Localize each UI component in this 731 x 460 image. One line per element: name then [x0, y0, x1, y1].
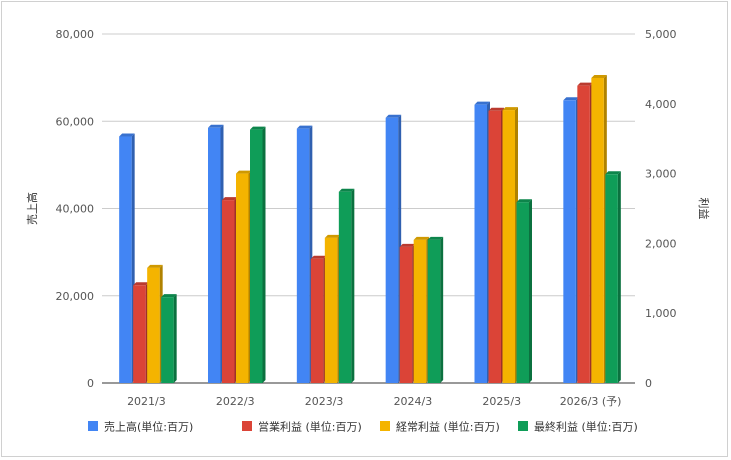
bar — [133, 282, 149, 383]
bar — [222, 197, 238, 383]
right-axis-title: 利益 — [697, 198, 711, 220]
legend-item: 営業利益 (単位:百万) — [242, 420, 362, 434]
x-tick-label: 2022/3 — [216, 395, 255, 408]
left-tick-label: 20,000 — [56, 290, 95, 303]
left-tick-label: 40,000 — [56, 203, 95, 216]
gridlines — [102, 33, 635, 384]
bar — [147, 264, 163, 383]
legend-label: 売上高(単位:百万) — [104, 420, 193, 434]
right-tick-label: 2,000 — [645, 237, 677, 250]
x-tick-label: 2021/3 — [127, 395, 166, 408]
legend-label: 経常利益 (単位:百万) — [396, 420, 500, 434]
bar — [250, 126, 266, 383]
legend: 売上高(単位:百万) 営業利益 (単位:百万) 経常利益 (単位:百万) 最終利益 (… — [88, 420, 638, 434]
bar — [516, 199, 532, 383]
bar — [208, 124, 224, 383]
bar — [338, 188, 355, 383]
left-tick-label: 60,000 — [56, 115, 95, 128]
bar — [502, 107, 518, 383]
x-tick-label: 2025/3 — [482, 395, 521, 408]
right-tick-label: 0 — [645, 377, 652, 390]
legend-item: 経常利益 (単位:百万) — [380, 420, 500, 434]
left-tick-label: 80,000 — [56, 28, 95, 41]
legend-swatch — [518, 421, 528, 431]
x-tick-label: 2023/3 — [305, 395, 344, 408]
right-axis-ticks: 0 1,000 2,000 3,000 4,000 5,000 — [645, 28, 677, 390]
right-tick-label: 1,000 — [645, 307, 677, 320]
left-axis-title: 売上高 — [25, 192, 39, 225]
x-tick-label: 2026/3 (予) — [560, 395, 622, 408]
legend-swatch — [380, 421, 390, 431]
bar — [427, 236, 444, 383]
bar — [324, 234, 341, 383]
bar — [488, 107, 504, 383]
legend-swatch — [88, 421, 98, 431]
left-tick-label: 0 — [87, 377, 94, 390]
bar — [161, 294, 177, 383]
legend-label: 最終利益 (単位:百万) — [534, 420, 638, 434]
bar — [563, 97, 579, 383]
legend-item: 最終利益 (単位:百万) — [518, 420, 638, 434]
bar — [605, 171, 621, 383]
bars — [119, 74, 621, 384]
right-tick-label: 3,000 — [645, 168, 677, 181]
legend-label: 営業利益 (単位:百万) — [258, 420, 362, 434]
bar — [413, 236, 430, 383]
bar — [310, 255, 327, 383]
bar — [385, 114, 402, 383]
left-axis-ticks: 0 20,000 40,000 60,000 80,000 — [56, 28, 95, 390]
bar — [399, 243, 416, 383]
bar — [119, 133, 135, 383]
bar — [236, 170, 252, 383]
legend-item: 売上高(単位:百万) — [88, 420, 193, 434]
bar — [591, 74, 607, 383]
x-tick-label: 2024/3 — [394, 395, 433, 408]
right-tick-label: 4,000 — [645, 98, 677, 111]
x-axis-ticks: 2021/3 2022/3 2023/3 2024/3 2025/3 2026/3 (予) — [127, 395, 621, 408]
bar — [474, 101, 490, 384]
right-tick-label: 5,000 — [645, 28, 677, 41]
bar — [577, 82, 593, 383]
bar — [296, 125, 313, 383]
legend-swatch — [242, 421, 252, 431]
